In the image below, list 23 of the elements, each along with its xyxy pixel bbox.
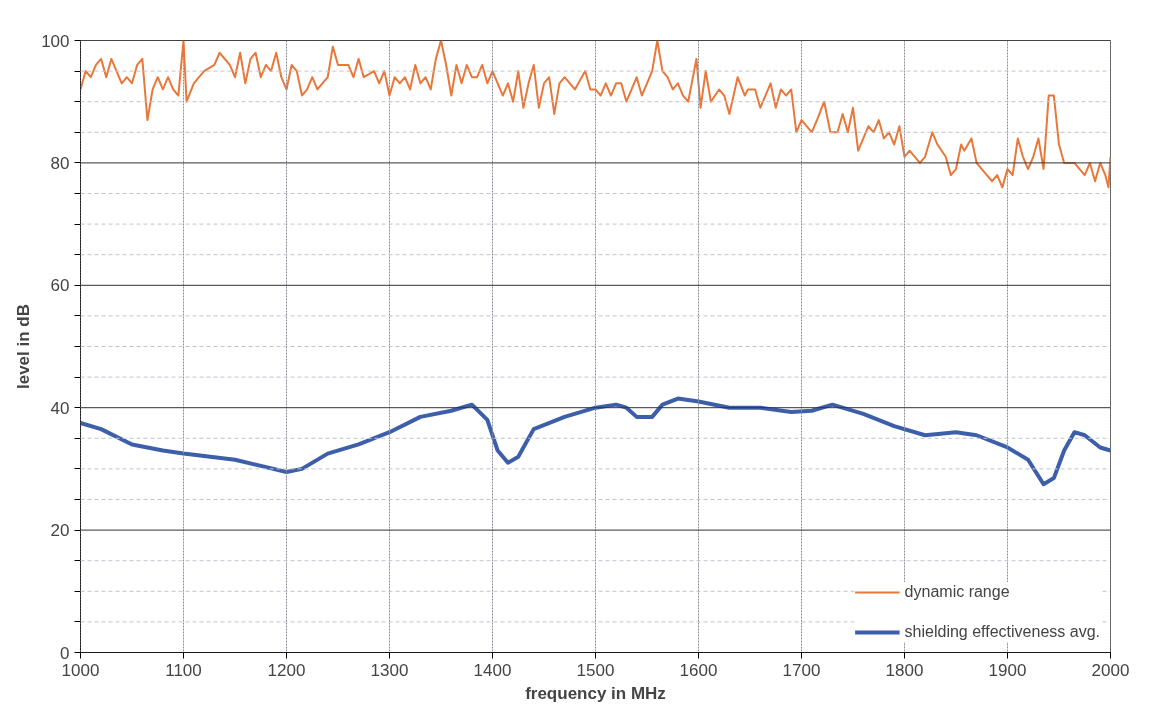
legend-label: dynamic range — [904, 583, 1010, 601]
x-axis-title: frequency in MHz — [525, 683, 666, 703]
legend-label: shielding effectiveness avg. — [904, 623, 1100, 641]
x-tick-label: 1400 — [473, 660, 512, 680]
x-tick-label: 1300 — [370, 660, 409, 680]
x-tick-label: 1700 — [782, 660, 821, 680]
x-tick-label: 1000 — [61, 660, 100, 680]
y-tick-label: 100 — [41, 31, 70, 51]
x-tick-label: 1100 — [165, 660, 202, 680]
line-series — [80, 40, 1111, 189]
x-tick-label: 1800 — [885, 660, 924, 680]
y-tick-label: 0 — [60, 643, 70, 663]
x-tick-label: 1200 — [267, 660, 306, 680]
y-tick-label: 20 — [50, 521, 70, 541]
x-tick-label: 2000 — [1091, 660, 1130, 680]
y-axis-title: level in dB — [14, 303, 34, 390]
y-tick-label: 40 — [50, 398, 70, 418]
line-series — [80, 396, 1111, 487]
x-tick-label: 1900 — [988, 660, 1027, 680]
y-tick-label: 60 — [50, 276, 70, 296]
y-tick-label: 80 — [50, 153, 70, 173]
x-tick-label: 1500 — [576, 660, 615, 680]
x-tick-label: 1600 — [679, 660, 718, 680]
